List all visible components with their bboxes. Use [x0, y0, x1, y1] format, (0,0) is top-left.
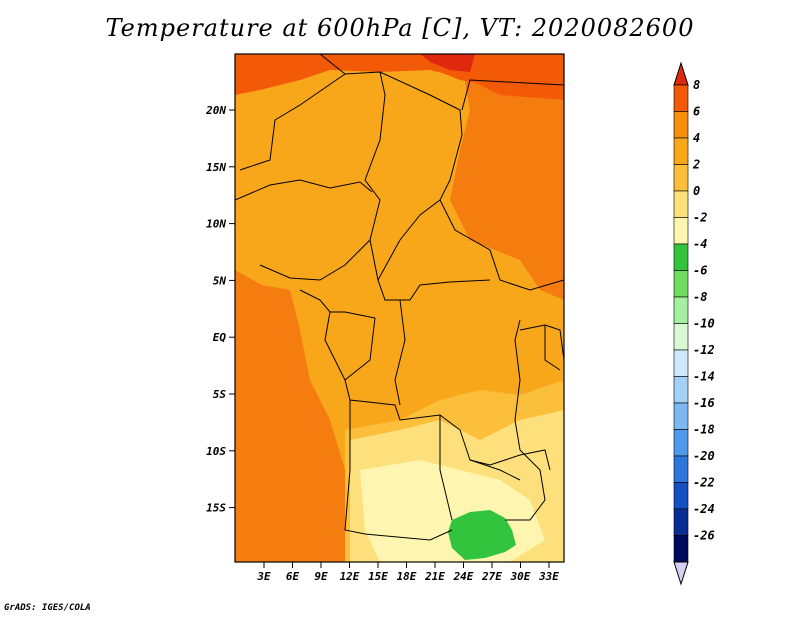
lat-tick-label: 15S — [206, 502, 226, 515]
colorbar-swatch — [673, 243, 689, 271]
colorbar-level-label: 0 — [693, 184, 700, 198]
lat-tick-label: 20N — [205, 104, 226, 117]
colorbar-level-label: -6 — [693, 264, 707, 278]
lat-tick-label: 10N — [206, 218, 226, 231]
colorbar-swatch — [673, 429, 689, 457]
colorbar-swatch — [673, 217, 689, 245]
colorbar-swatch — [673, 376, 689, 404]
colorbar-swatch — [673, 535, 689, 563]
latitude-axis: 20N 15N 10N 5N EQ 5S 10S 15S — [205, 104, 235, 515]
country-borders — [235, 54, 564, 541]
colorbar-level-label: -10 — [693, 317, 715, 331]
colorbar-level-label: -18 — [693, 423, 715, 437]
colorbar-swatch — [673, 111, 689, 139]
field-ocean-west — [235, 270, 345, 562]
lon-tick-label: 33E — [538, 570, 559, 583]
colorbar: 8 6 4 2 0 -2 -4 -6 -8 -10 -12 -14 -16 -18 -20 -22 -24 -26 — [673, 61, 715, 586]
colorbar-swatch — [673, 508, 689, 536]
colorbar-swatch — [673, 190, 689, 218]
credit-label: GrADS: IGES/COLA — [4, 603, 91, 613]
longitude-axis: 3E 6E 9E 12E 15E 18E 21E 24E 27E 30E 33E — [256, 562, 559, 583]
lon-tick-label: 24E — [453, 570, 474, 583]
colorbar-level-label: -12 — [693, 343, 715, 357]
colorbar-swatch — [673, 455, 689, 483]
colorbar-level-label: 8 — [693, 78, 700, 92]
colorbar-bottom-arrow — [673, 561, 689, 586]
map-frame — [234, 53, 565, 563]
colorbar-level-label: -20 — [693, 449, 715, 463]
lon-tick-label: 3E — [256, 570, 271, 583]
map-title: Temperature at 600hPa [C], VT: 202008260… — [105, 14, 695, 42]
colorbar-level-label: -16 — [693, 396, 715, 410]
colorbar-level-label: 4 — [693, 131, 700, 145]
lon-tick-label: 18E — [397, 570, 417, 583]
colorbar-level-label: -8 — [693, 290, 707, 304]
lat-tick-label: EQ — [213, 331, 227, 344]
lat-tick-label: 15N — [206, 161, 226, 174]
colorbar-swatch — [673, 84, 689, 112]
colorbar-level-label: 6 — [693, 105, 700, 119]
colorbar-level-label: -4 — [693, 237, 707, 251]
colorbar-swatch — [673, 482, 689, 510]
lon-tick-label: 6E — [286, 570, 300, 583]
lon-tick-label: 21E — [424, 570, 445, 583]
field-hottest — [420, 54, 475, 72]
colorbar-swatch — [673, 296, 689, 324]
field-green-minus-four — [448, 510, 516, 560]
colorbar-swatch — [673, 270, 689, 298]
colorbar-swatch — [673, 402, 689, 430]
colorbar-swatch — [673, 323, 689, 351]
lon-tick-label: 27E — [481, 570, 502, 583]
lat-tick-label: 5N — [213, 274, 227, 287]
colorbar-level-label: -2 — [693, 211, 707, 225]
colorbar-level-label: -22 — [693, 476, 715, 490]
lon-tick-label: 12E — [340, 570, 360, 583]
field-hot-band — [320, 54, 564, 92]
colorbar-top-arrow — [673, 61, 689, 86]
lon-tick-label: 30E — [510, 570, 531, 583]
colorbar-swatch — [673, 164, 689, 192]
colorbar-level-label: 2 — [692, 158, 700, 172]
lon-tick-label: 15E — [368, 570, 388, 583]
lon-tick-label: 9E — [314, 570, 328, 583]
colorbar-swatch — [673, 349, 689, 377]
colorbar-swatch — [673, 137, 689, 165]
lat-tick-label: 10S — [206, 445, 226, 458]
temperature-field — [235, 54, 564, 562]
field-northeast-warm — [450, 54, 564, 300]
lat-tick-label: 5S — [213, 388, 227, 401]
colorbar-level-label: -24 — [693, 502, 715, 516]
colorbar-level-label: -26 — [693, 529, 715, 543]
colorbar-level-label: -14 — [693, 370, 715, 384]
